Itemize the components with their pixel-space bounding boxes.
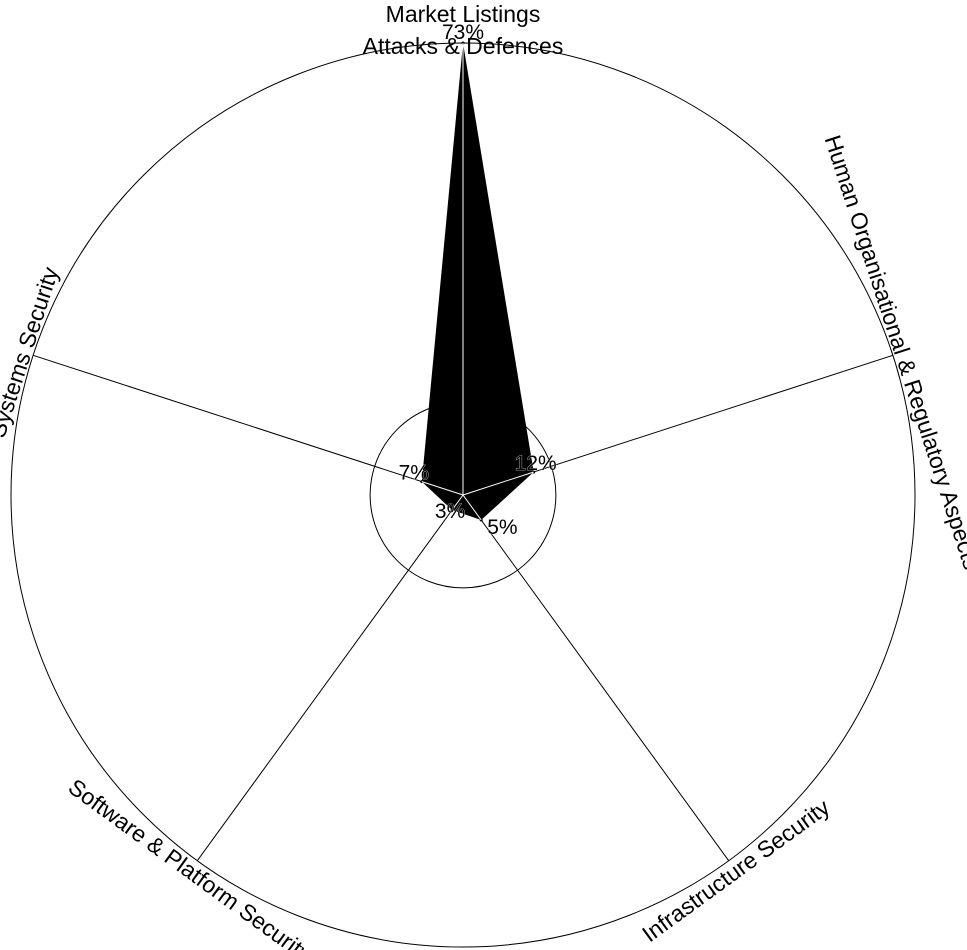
data-polygon xyxy=(421,43,534,520)
chart-title-line-2: Attacks & Defences xyxy=(363,33,564,59)
value-label-infrastructure-security: 5% xyxy=(487,516,517,539)
value-label-human-organisational-regulatory-aspects: 12% xyxy=(515,452,557,475)
spoke-software-platform-security xyxy=(196,494,464,861)
inner-spoke-systems-security xyxy=(421,481,464,496)
axis-label-infrastructure-security: Infrastructure Security xyxy=(637,794,835,948)
axis-label-human-organisational-regulatory-aspects: Human Organisational & Regulatory Aspect… xyxy=(820,132,967,573)
value-label-attacks-defences: 73% xyxy=(442,21,484,44)
spoke-systems-security xyxy=(32,354,464,496)
inner-spokes-group xyxy=(421,43,534,521)
spoke-infrastructure-security xyxy=(462,494,730,861)
chart-title-line-1: Market Listings xyxy=(386,1,541,27)
value-labels-group: 73% 12% 5% 3% 7% xyxy=(398,21,557,540)
inner-spoke-infrastructure-security xyxy=(462,494,482,521)
value-label-software-platform-security: 3% xyxy=(435,500,465,523)
axis-label-software-platform-security: Software & Platform Security xyxy=(64,774,318,950)
inner-spoke-human-organisational-regulatory-aspects xyxy=(462,471,534,496)
inner-spoke-software-platform-security xyxy=(451,494,464,511)
value-label-systems-security: 7% xyxy=(399,462,429,485)
data-shape-group xyxy=(420,41,536,522)
axis-label-systems-security: Systems Security xyxy=(0,263,64,440)
